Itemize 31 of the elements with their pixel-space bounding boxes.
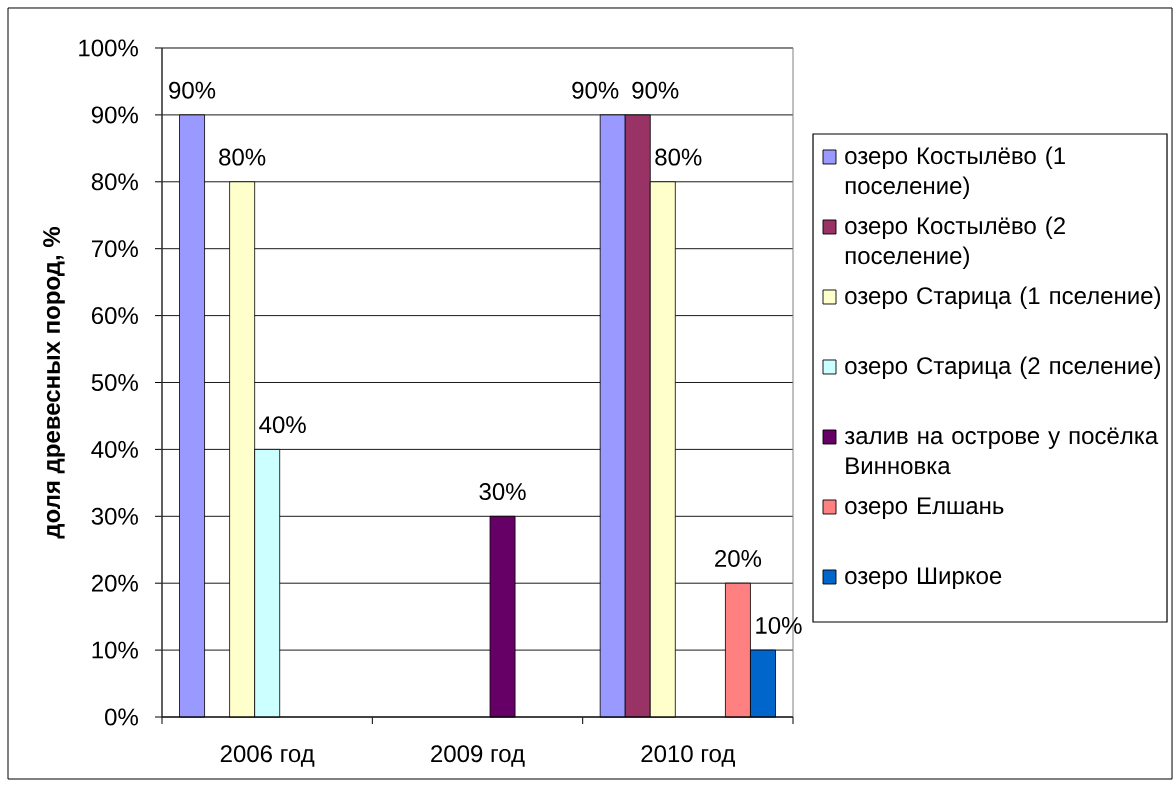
y-tick-label: 0% — [105, 708, 138, 726]
y-tick-label: 30% — [91, 507, 138, 525]
y-tick-label: 20% — [91, 574, 138, 592]
data-label: 80% — [655, 148, 702, 166]
y-tick-label: 70% — [92, 240, 138, 258]
legend-label: озеро Старица (2 пселение) — [845, 356, 1161, 379]
x-tick-label: 2006 год — [220, 745, 315, 767]
legend-label: озеро Старица (1 пселение) — [845, 286, 1161, 309]
legend-label: озеро Ширкое — [845, 567, 1002, 589]
legend-label: озеро Костылёво (1 поселение) — [845, 146, 1065, 199]
y-tick-label: 60% — [91, 307, 138, 325]
data-label: 90% — [169, 81, 216, 99]
legend-label: залив на острове у посёлка Винновка — [844, 427, 1159, 475]
data-label: 40% — [259, 416, 306, 434]
data-label: 20% — [715, 550, 762, 567]
legend-label: озеро Костылёво (2 поселение) — [845, 216, 1065, 269]
data-label: 30% — [479, 483, 526, 501]
y-tick-label: 90% — [91, 106, 138, 124]
legend-label: озеро Елшань — [845, 497, 1004, 519]
x-tick-label: 2009 год — [431, 745, 525, 767]
data-label: 10% — [756, 616, 802, 634]
y-tick-label: 100% — [79, 39, 138, 57]
y-tick-label: 40% — [91, 440, 138, 458]
y-tick-label: 10% — [92, 641, 138, 659]
y-axis-title: доля древесных пород, % — [43, 226, 65, 539]
x-tick-label: 2010 год — [641, 745, 735, 767]
data-label: 80% — [219, 148, 266, 166]
data-label: 90% — [632, 81, 679, 99]
y-tick-label: 80% — [91, 173, 138, 191]
data-label: 90% — [572, 81, 619, 99]
y-tick-label: 50% — [91, 373, 138, 391]
